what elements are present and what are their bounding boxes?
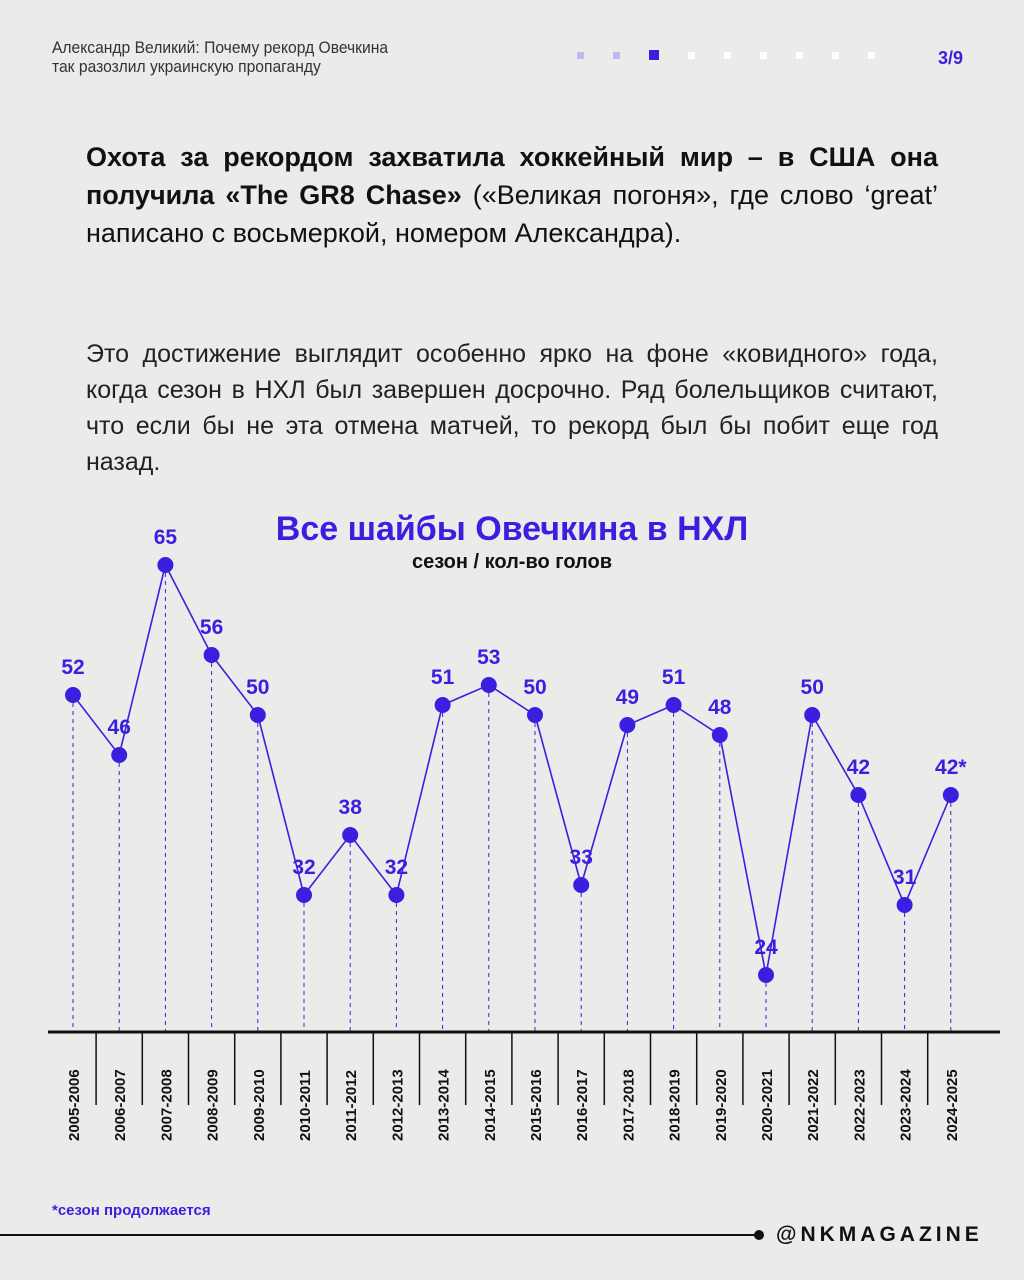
data-point: [65, 687, 81, 703]
x-tick-label: 2014-2015: [482, 1069, 499, 1141]
brand-handle[interactable]: @NKMAGAZINE: [776, 1223, 983, 1246]
data-point: [249, 707, 266, 723]
article-title: Александр Великий: Почему рекорд Овечкин…: [52, 38, 475, 76]
data-label: 50: [246, 676, 269, 699]
data-point: [342, 827, 359, 843]
page-dot: [760, 52, 767, 59]
page-dot: [688, 52, 695, 59]
data-point: [758, 967, 774, 983]
data-label: 50: [801, 676, 824, 699]
page-dot: [796, 52, 803, 59]
data-label: 46: [108, 716, 131, 739]
x-tick-label: 2023-2024: [898, 1069, 915, 1141]
page-dot: [613, 52, 620, 59]
data-label: 32: [292, 856, 315, 879]
data-point: [388, 887, 405, 903]
footnote: *сезон продолжается: [52, 1202, 211, 1219]
data-label: 31: [893, 866, 917, 889]
x-tick-label: 2007-2008: [158, 1069, 175, 1141]
data-label: 33: [570, 846, 593, 869]
x-tick-label: 2018-2019: [667, 1069, 684, 1141]
data-point: [804, 707, 821, 723]
data-point: [480, 677, 497, 693]
data-label: 51: [662, 666, 686, 689]
page-dot: [832, 52, 839, 59]
data-point: [434, 697, 451, 713]
x-tick-label: 2020-2021: [759, 1069, 776, 1141]
data-point: [527, 707, 543, 723]
data-label: 42: [847, 756, 870, 779]
footer-line: [0, 1234, 760, 1236]
x-tick-label: 2006-2007: [112, 1069, 129, 1141]
x-tick-label: 2011-2012: [343, 1070, 360, 1141]
chart-title: Все шайбы Овечкина в НХЛ: [275, 510, 749, 548]
data-point: [111, 747, 128, 763]
data-point: [619, 717, 636, 733]
x-tick-label: 2008-2009: [205, 1069, 222, 1141]
footer-dot: [754, 1230, 764, 1240]
x-tick-label: 2009-2010: [251, 1069, 268, 1141]
data-label: 48: [708, 696, 732, 719]
x-tick-label: 2010-2011: [297, 1070, 314, 1141]
data-point: [665, 697, 682, 713]
data-point: [203, 647, 220, 663]
page-indicator: [577, 50, 875, 60]
paragraph-1-bold: Охота за рекордом захватила хоккейный ми…: [86, 142, 938, 210]
data-label: 53: [477, 646, 500, 669]
title-line-1: Александр Великий: Почему рекорд Овечкин…: [52, 38, 389, 57]
paragraph-1: Охота за рекордом захватила хоккейный ми…: [86, 138, 938, 252]
data-point: [296, 887, 312, 903]
data-point: [942, 787, 959, 803]
x-tick-label: 2005-2006: [66, 1069, 83, 1141]
paragraph-1-rest: («Великая погоня», где слово ‘great’ нап…: [86, 180, 938, 248]
page-dot-current: [649, 50, 659, 60]
data-label: 56: [200, 616, 223, 639]
page-dot: [868, 52, 875, 59]
data-point: [573, 877, 590, 893]
x-tick-label: 2016-2017: [574, 1069, 591, 1141]
data-point: [896, 897, 913, 913]
page-number: 3/9: [938, 48, 964, 68]
x-tick-label: 2024-2025: [944, 1069, 961, 1141]
data-label: 24: [754, 936, 778, 959]
data-point: [850, 787, 867, 803]
x-tick-label: 2022-2023: [851, 1069, 868, 1141]
page-dot: [577, 52, 584, 59]
data-label: 50: [523, 676, 546, 699]
paragraph-2: Это достижение выглядит особенно ярко на…: [86, 340, 938, 476]
x-tick-label: 2017-2018: [620, 1069, 637, 1141]
data-point: [711, 727, 728, 743]
data-label: 32: [385, 856, 408, 879]
data-label: 38: [339, 796, 363, 819]
data-label: 65: [154, 526, 178, 549]
data-label: 51: [431, 666, 455, 689]
title-line-2: так разозлил украинскую пропаганду: [52, 57, 321, 76]
x-tick-label: 2021-2022: [805, 1069, 822, 1141]
data-label: 49: [616, 686, 639, 709]
data-label: 42*: [935, 756, 967, 779]
x-tick-label: 2015-2016: [528, 1069, 545, 1141]
data-point: [157, 557, 174, 573]
series-line: [72, 562, 952, 976]
x-tick-label: 2019-2020: [713, 1069, 730, 1141]
data-label: 52: [61, 656, 84, 679]
x-tick-label: 2012-2013: [389, 1069, 406, 1141]
x-tick-label: 2013-2014: [436, 1069, 453, 1141]
chart-subtitle: сезон / кол-во голов: [411, 551, 613, 573]
page-dot: [724, 52, 731, 59]
